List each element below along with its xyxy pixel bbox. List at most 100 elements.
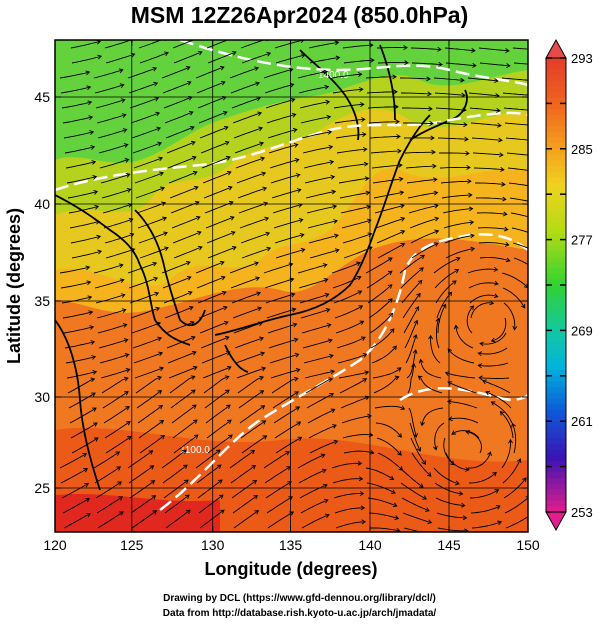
streamline-arrow xyxy=(414,306,420,311)
streamline-arrow xyxy=(433,190,439,196)
streamline xyxy=(135,376,162,394)
streamline xyxy=(63,513,91,529)
streamline xyxy=(70,40,101,49)
streamline xyxy=(265,293,295,304)
streamline-arrow xyxy=(364,370,370,376)
colorbar-segment xyxy=(546,233,566,241)
streamline-arrow xyxy=(264,216,270,222)
streamline-arrow xyxy=(297,436,303,442)
streamline xyxy=(129,480,155,499)
colorbar-segment xyxy=(546,381,566,388)
streamline xyxy=(307,220,338,229)
colorbar-segment xyxy=(546,194,566,201)
streamline xyxy=(271,189,301,199)
streamline xyxy=(97,511,124,529)
streamline xyxy=(410,230,439,244)
contour-east xyxy=(399,387,528,402)
streamline-arrow xyxy=(194,200,200,206)
streamline-arrow xyxy=(195,215,201,221)
streamline-arrow xyxy=(429,121,434,126)
streamline xyxy=(128,82,158,94)
streamline xyxy=(513,62,528,65)
streamline xyxy=(411,452,432,477)
streamline-arrow xyxy=(359,320,365,325)
streamline-arrow xyxy=(94,437,99,442)
streamline xyxy=(234,337,264,349)
streamline xyxy=(298,86,329,94)
streamline xyxy=(407,192,438,199)
streamline xyxy=(96,309,126,319)
streamline-arrow xyxy=(224,335,230,341)
streamline-arrow xyxy=(300,247,306,253)
streamline-arrow xyxy=(531,123,535,127)
streamline xyxy=(434,422,445,450)
streamline-arrow xyxy=(122,323,128,328)
streamline-arrow xyxy=(332,204,338,210)
streamline-arrow xyxy=(289,511,295,516)
streamline-arrow xyxy=(97,249,103,255)
streamline-arrow xyxy=(124,391,129,396)
streamline-arrow xyxy=(494,78,499,84)
streamline xyxy=(331,73,362,79)
colorbar-segment xyxy=(546,455,566,462)
streamline xyxy=(96,114,126,124)
streamline-arrow xyxy=(153,81,159,87)
streamline-arrow xyxy=(119,511,124,516)
streamline xyxy=(443,221,474,229)
streamline-arrow xyxy=(300,40,305,44)
streamline xyxy=(234,142,264,154)
streamline xyxy=(231,292,261,304)
streamline xyxy=(230,277,260,289)
streamline-arrow xyxy=(90,377,96,383)
colorbar-segment xyxy=(546,188,566,195)
streamline xyxy=(308,424,337,439)
streamline-arrow xyxy=(434,216,440,222)
streamline-arrow xyxy=(333,439,339,445)
streamline-arrow xyxy=(225,350,231,356)
streamline xyxy=(434,92,465,96)
streamline xyxy=(436,291,453,319)
streamline xyxy=(97,324,127,334)
streamline xyxy=(375,217,405,229)
streamline xyxy=(369,135,401,139)
streamline xyxy=(137,405,163,424)
streamline-arrow xyxy=(461,92,466,98)
streamline-arrow xyxy=(359,87,364,92)
streamline xyxy=(403,122,434,125)
streamline-arrow xyxy=(124,158,130,163)
x-tick-label: 150 xyxy=(516,537,540,553)
streamline-arrow xyxy=(121,113,127,118)
hottest-band xyxy=(55,493,220,532)
streamline xyxy=(508,182,528,187)
colorbar-segment xyxy=(546,426,566,434)
streamline-arrow xyxy=(388,257,393,262)
streamline xyxy=(470,302,494,319)
streamline-arrow xyxy=(533,154,537,158)
streamline xyxy=(338,177,369,184)
colorbar-segment xyxy=(546,290,566,297)
streamline xyxy=(230,82,260,94)
streamline-arrow xyxy=(330,369,336,375)
streamline xyxy=(138,40,163,49)
streamline-arrow xyxy=(222,305,228,311)
streamline xyxy=(173,434,199,454)
streamline-arrow xyxy=(455,256,461,262)
streamline-arrow xyxy=(393,89,398,95)
streamline-arrow xyxy=(426,76,431,82)
colorbar-segment xyxy=(546,143,566,150)
streamline xyxy=(105,248,135,259)
streamline-arrow xyxy=(296,421,302,426)
streamline xyxy=(102,391,129,409)
streamline xyxy=(331,262,361,274)
streamline xyxy=(401,497,430,512)
streamline-arrow xyxy=(123,376,129,382)
colorbar-segment xyxy=(546,341,566,348)
streamline-arrow xyxy=(290,292,296,298)
streamline-arrow xyxy=(432,163,437,169)
streamline xyxy=(264,466,291,484)
streamline xyxy=(168,366,198,379)
streamline xyxy=(444,234,474,244)
streamline xyxy=(60,468,88,484)
colorbar-segments xyxy=(546,58,566,513)
streamline xyxy=(66,176,97,184)
